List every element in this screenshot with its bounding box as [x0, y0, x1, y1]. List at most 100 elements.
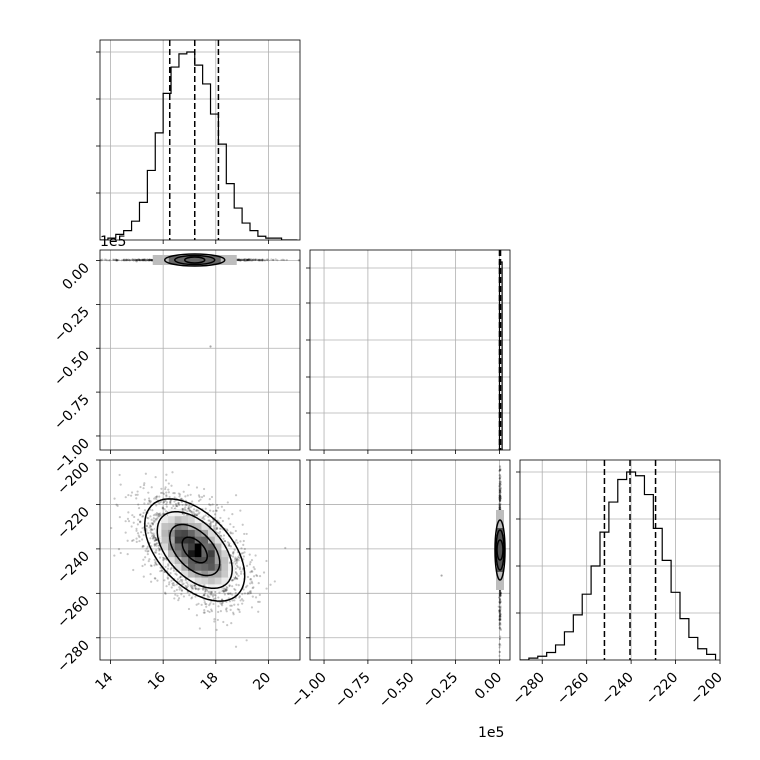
scatter-point	[158, 495, 161, 498]
scatter-point	[499, 497, 502, 500]
scatter-point	[141, 258, 144, 261]
scatter-point	[242, 543, 245, 546]
scatter-point	[215, 527, 218, 530]
scatter-point	[220, 602, 223, 606]
scatter-point	[498, 609, 501, 612]
histogram-panel-2	[516, 459, 721, 664]
scatter-point	[498, 589, 502, 593]
scatter-point	[150, 259, 154, 262]
scatter-point	[144, 549, 147, 552]
scatter-point	[217, 610, 220, 614]
scatter-point	[497, 605, 500, 608]
scatter-point	[185, 581, 188, 584]
scatter-point	[242, 555, 246, 558]
scatter-point	[498, 646, 501, 649]
x-tick-label-2: −240	[598, 670, 637, 709]
scatter-point	[167, 564, 170, 567]
density-cell	[194, 577, 202, 585]
scatter-point	[272, 258, 275, 262]
density-cell	[201, 550, 209, 558]
scatter-point	[192, 508, 196, 511]
scatter-point	[242, 258, 245, 262]
tick-marks	[96, 459, 269, 664]
scatter-point	[498, 643, 502, 646]
scatter-point	[232, 613, 235, 616]
scatter-point	[162, 492, 166, 495]
scatter-point	[181, 508, 184, 511]
scatter-point	[148, 259, 152, 262]
scatter-point	[152, 514, 155, 517]
scatter-point	[116, 504, 119, 507]
scatter-point	[182, 490, 185, 493]
scatter-point	[498, 600, 501, 603]
scatter-point	[145, 525, 149, 528]
density-cell	[174, 543, 182, 551]
scatter-point	[137, 534, 140, 537]
scatter-point	[498, 494, 502, 497]
scatter-point	[155, 538, 159, 542]
scatter-point	[164, 510, 168, 513]
scatter-point	[499, 480, 502, 483]
scatter-point	[250, 559, 254, 562]
scatter-point	[245, 258, 248, 262]
density-cell	[201, 529, 209, 537]
density-cell	[201, 556, 209, 564]
scatter-point	[193, 513, 196, 516]
scatter-point	[233, 578, 236, 581]
scatter-point	[210, 610, 214, 613]
scatter-point	[150, 580, 153, 583]
scatter-point	[146, 516, 149, 519]
scatter-point	[115, 259, 118, 262]
scatter-point	[155, 511, 158, 515]
scatter-point	[240, 570, 243, 573]
scatter-point	[143, 502, 146, 505]
scatter-point	[142, 258, 145, 261]
density-cell	[174, 515, 182, 524]
panel-frame	[519, 459, 721, 661]
scatter-point	[210, 495, 214, 499]
density-band-core	[168, 256, 221, 264]
scatter-point	[190, 585, 193, 588]
scatter-point	[156, 516, 159, 519]
scatter-point	[153, 577, 156, 580]
scatter-point	[245, 532, 248, 536]
scatter-point	[129, 494, 133, 497]
scatter-point	[137, 503, 140, 506]
scatter-point	[499, 644, 502, 647]
scatter-point	[498, 468, 502, 472]
scatter-point	[174, 507, 177, 510]
scatter-point	[209, 520, 213, 524]
scatter-point	[164, 479, 168, 482]
scatter-point	[236, 258, 239, 261]
scatter-point	[237, 603, 240, 606]
scatter-point	[221, 602, 224, 605]
scatter-point	[124, 496, 127, 499]
scatter-point	[214, 523, 217, 527]
scatter-point	[246, 575, 250, 579]
scatter-point	[237, 258, 241, 262]
scatter-point	[234, 556, 237, 559]
scatter-point	[182, 513, 186, 516]
scatter-point	[269, 583, 272, 586]
scatter-point	[137, 258, 140, 262]
scatter-point	[170, 579, 173, 582]
scatter-point	[138, 539, 141, 543]
scatter-point	[230, 622, 233, 625]
scatter-point	[144, 259, 147, 262]
scatter-point	[178, 576, 181, 579]
scatter-point	[152, 532, 155, 535]
scatter-point	[260, 259, 264, 262]
scatter-point	[147, 560, 150, 563]
scatter-point	[246, 258, 249, 262]
scatter-point	[499, 610, 502, 613]
scatter-point	[138, 258, 141, 262]
scatter-point	[498, 637, 502, 640]
density-cell	[188, 570, 196, 578]
scatter-point	[161, 506, 164, 509]
scatter-point	[245, 639, 248, 642]
scatter-point	[248, 590, 251, 593]
scatter-point	[257, 582, 260, 585]
scatter-point	[499, 613, 502, 616]
scatter-point	[218, 530, 222, 533]
scatter-point	[225, 528, 229, 531]
